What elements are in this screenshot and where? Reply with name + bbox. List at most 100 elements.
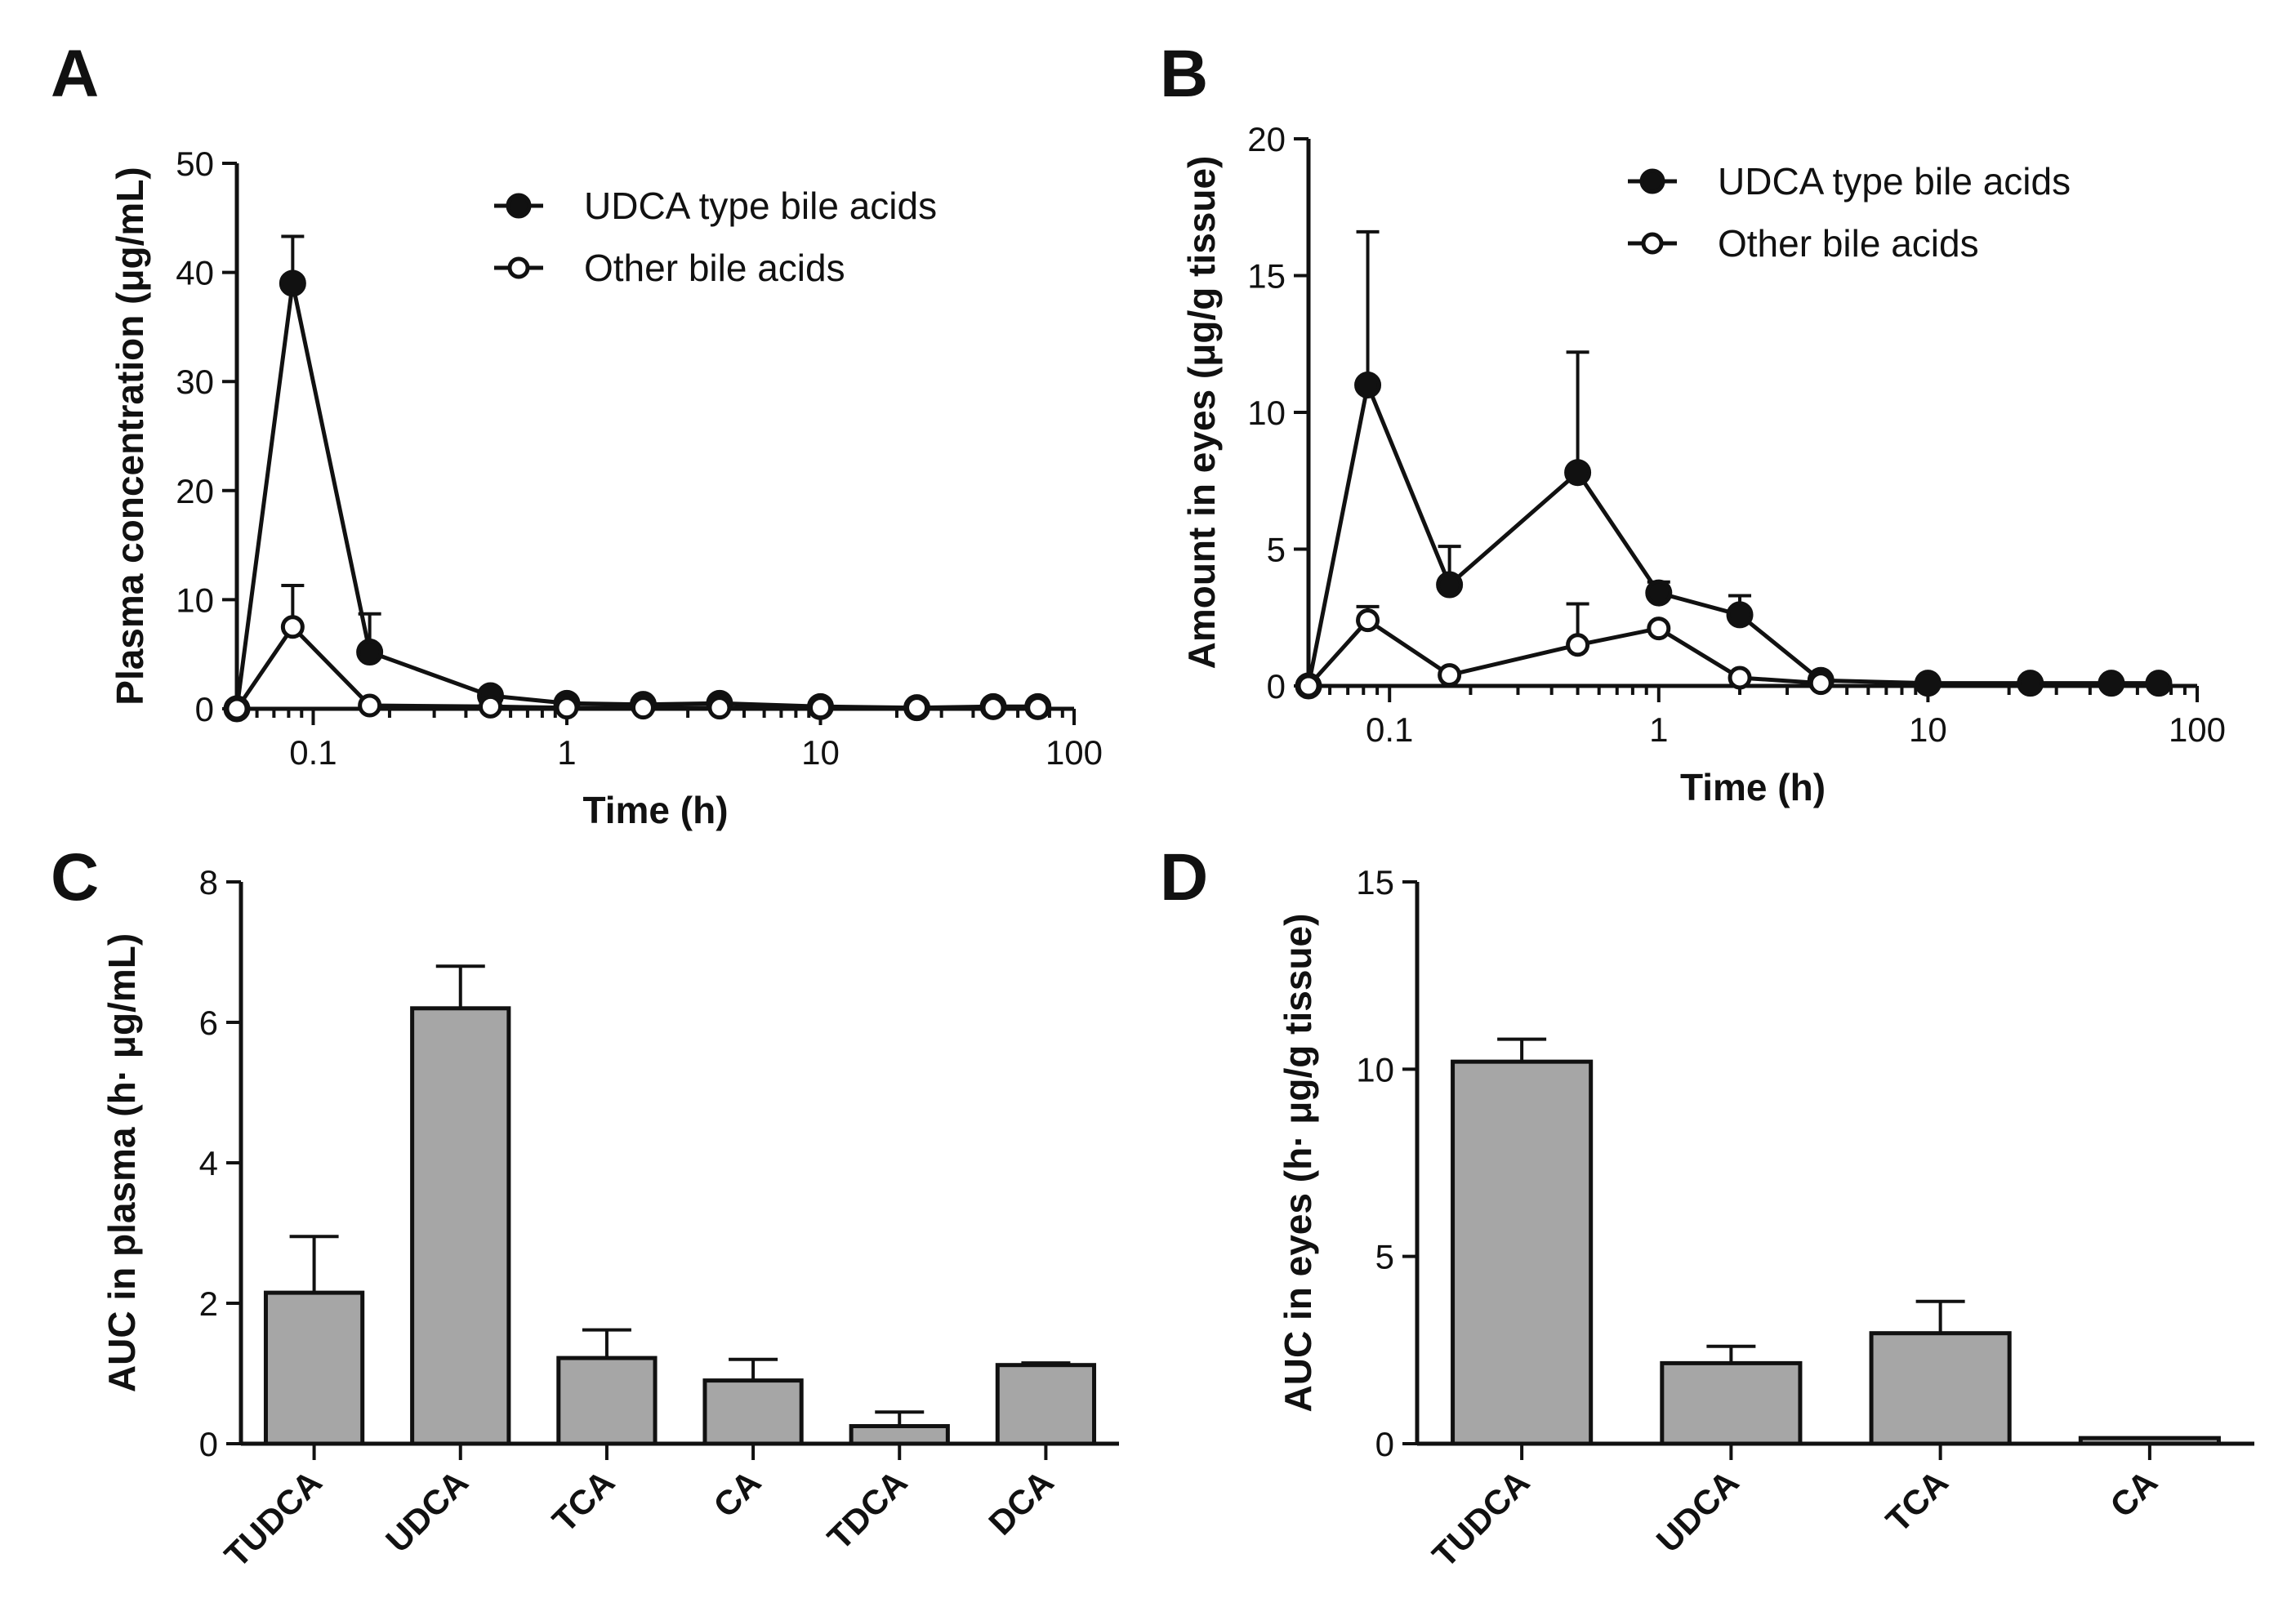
- x-tick-label-a-0: 0.1: [289, 733, 337, 772]
- panel-d: D 0 5 10 15 AUC in eyes (h· μg/g tissue) TUDC…: [1160, 840, 2254, 1574]
- data-point-a-0-1: [279, 269, 306, 297]
- data-point-a-1-5: [631, 696, 655, 720]
- legend-marker-a-0: [506, 193, 532, 219]
- data-point-b-0-4: [1645, 579, 1673, 607]
- bar-c-ca: [702, 1378, 804, 1446]
- y-tick-label-a-2: 20: [176, 472, 214, 510]
- x-tick-label-b-0: 0.1: [1366, 710, 1413, 749]
- category-label-c-tdca: TDCA: [820, 1462, 915, 1557]
- data-point-b-0-8: [2017, 670, 2044, 697]
- data-point-b-1-0: [1296, 674, 1321, 698]
- category-label-d-udca: UDCA: [1649, 1462, 1746, 1560]
- category-label-d-ca: CA: [2102, 1462, 2164, 1525]
- y-axis-title-a: Plasma concentration (μg/mL): [109, 167, 151, 705]
- panel-c: C 0 2 4 6 8 AUC in plasma (h· μg/mL) TUDCA UDCA…: [51, 840, 1119, 1574]
- x-tick-label-a-3: 100: [1045, 733, 1103, 772]
- data-point-a-1-0: [225, 697, 249, 721]
- data-point-a-1-8: [905, 696, 930, 720]
- y-tick-label-b-2: 10: [1247, 394, 1286, 432]
- bar-c-tca: [556, 1356, 658, 1446]
- category-label-d-tca: TCA: [1879, 1462, 1955, 1539]
- data-point-b-1-3: [1566, 633, 1590, 657]
- series-line-a-0: [234, 283, 1038, 710]
- legend-label-b-0: UDCA type bile acids: [1718, 160, 2071, 203]
- data-point-b-0-10: [2145, 670, 2173, 697]
- category-label-d-tudca: TUDCA: [1424, 1462, 1536, 1574]
- data-point-a-1-2: [358, 693, 382, 718]
- x-tick-label-b-1: 1: [1649, 710, 1668, 749]
- y-axis-title-b: Amount in eyes (μg/g tissue): [1180, 156, 1223, 670]
- x-axis-title-b: Time (h): [1680, 766, 1826, 808]
- x-tick-label-b-3: 100: [2169, 710, 2226, 749]
- data-point-b-0-2: [1436, 571, 1464, 599]
- category-label-c-ca: CA: [706, 1462, 768, 1525]
- y-tick-label-a-1: 10: [176, 581, 214, 619]
- data-point-b-1-2: [1438, 663, 1462, 688]
- y-tick-label-c-2: 4: [199, 1144, 218, 1182]
- panel-b: B 0 5 10 15 20 0.1 1 10 100 Time (h) Amount in eye…: [1160, 37, 2226, 808]
- y-tick-label-c-0: 0: [199, 1425, 218, 1463]
- y-tick-label-a-5: 50: [176, 145, 214, 183]
- x-axis-title-a: Time (h): [582, 789, 728, 831]
- series-line-b-0: [1306, 377, 2159, 687]
- bar-c-udca: [410, 1006, 511, 1446]
- panel-a: A 0 10 20 30 40 50 0.1 1 10 100 Time (h) Plasma con…: [51, 37, 1103, 831]
- y-tick-label-c-4: 8: [199, 863, 218, 901]
- data-point-a-1-10: [1026, 696, 1050, 720]
- panel-letter-d: D: [1160, 840, 1208, 915]
- y-tick-label-d-1: 5: [1375, 1238, 1394, 1276]
- y-tick-label-a-0: 0: [195, 690, 214, 728]
- y-tick-label-d-2: 10: [1356, 1050, 1394, 1088]
- y-tick-label-b-1: 5: [1267, 531, 1286, 569]
- bar-c-tdca: [849, 1424, 950, 1446]
- data-point-b-0-3: [1564, 459, 1592, 487]
- data-point-a-1-6: [707, 696, 732, 720]
- x-tick-label-a-1: 1: [557, 733, 576, 772]
- data-point-a-1-3: [479, 694, 503, 719]
- bar-c-dca: [995, 1363, 1097, 1446]
- y-tick-label-d-3: 15: [1356, 863, 1394, 901]
- data-point-b-1-5: [1728, 666, 1752, 690]
- y-axis-title-c: AUC in plasma (h· μg/mL): [100, 933, 143, 1392]
- y-tick-label-a-4: 40: [176, 254, 214, 292]
- data-point-b-0-5: [1726, 601, 1754, 629]
- panel-letter-b: B: [1160, 37, 1208, 111]
- panel-letter-c: C: [51, 840, 99, 915]
- data-point-b-1-1: [1356, 608, 1380, 633]
- bar-d-ca: [2078, 1436, 2221, 1446]
- y-tick-label-c-1: 2: [199, 1284, 218, 1323]
- category-label-c-tudca: TUDCA: [217, 1462, 329, 1574]
- bar-c-tudca: [263, 1290, 365, 1446]
- data-point-a-1-9: [981, 696, 1005, 720]
- category-label-c-udca: UDCA: [378, 1462, 475, 1560]
- data-point-a-1-1: [280, 615, 305, 639]
- bar-d-tca: [1869, 1331, 2012, 1446]
- y-tick-label-b-0: 0: [1267, 667, 1286, 706]
- y-axis-title-d: AUC in eyes (h· μg/g tissue): [1277, 914, 1319, 1413]
- data-point-b-1-4: [1647, 617, 1671, 641]
- legend-marker-b-1: [1641, 232, 1664, 255]
- data-point-a-1-4: [555, 696, 579, 720]
- y-tick-label-d-0: 0: [1375, 1425, 1394, 1463]
- y-tick-label-c-3: 6: [199, 1004, 218, 1042]
- x-tick-label-a-2: 10: [801, 733, 840, 772]
- panel-letter-a: A: [51, 37, 99, 111]
- y-tick-label-b-4: 20: [1247, 120, 1286, 158]
- category-label-c-dca: DCA: [981, 1462, 1061, 1543]
- legend-marker-a-1: [507, 256, 530, 279]
- bar-d-tudca: [1451, 1059, 1594, 1446]
- data-point-b-0-7: [1914, 670, 1942, 697]
- legend-marker-b-0: [1639, 168, 1665, 194]
- y-tick-label-a-3: 30: [176, 363, 214, 401]
- x-tick-label-b-2: 10: [1909, 710, 1947, 749]
- data-point-b-0-1: [1354, 372, 1382, 398]
- y-tick-label-b-3: 15: [1247, 257, 1286, 296]
- data-point-b-1-6: [1808, 671, 1833, 696]
- category-label-c-tca: TCA: [545, 1462, 622, 1539]
- data-point-a-0-2: [356, 639, 384, 666]
- data-point-a-1-7: [808, 696, 832, 720]
- data-point-b-0-9: [2098, 670, 2125, 697]
- legend-label-a-0: UDCA type bile acids: [584, 185, 937, 227]
- bar-d-udca: [1660, 1360, 1803, 1446]
